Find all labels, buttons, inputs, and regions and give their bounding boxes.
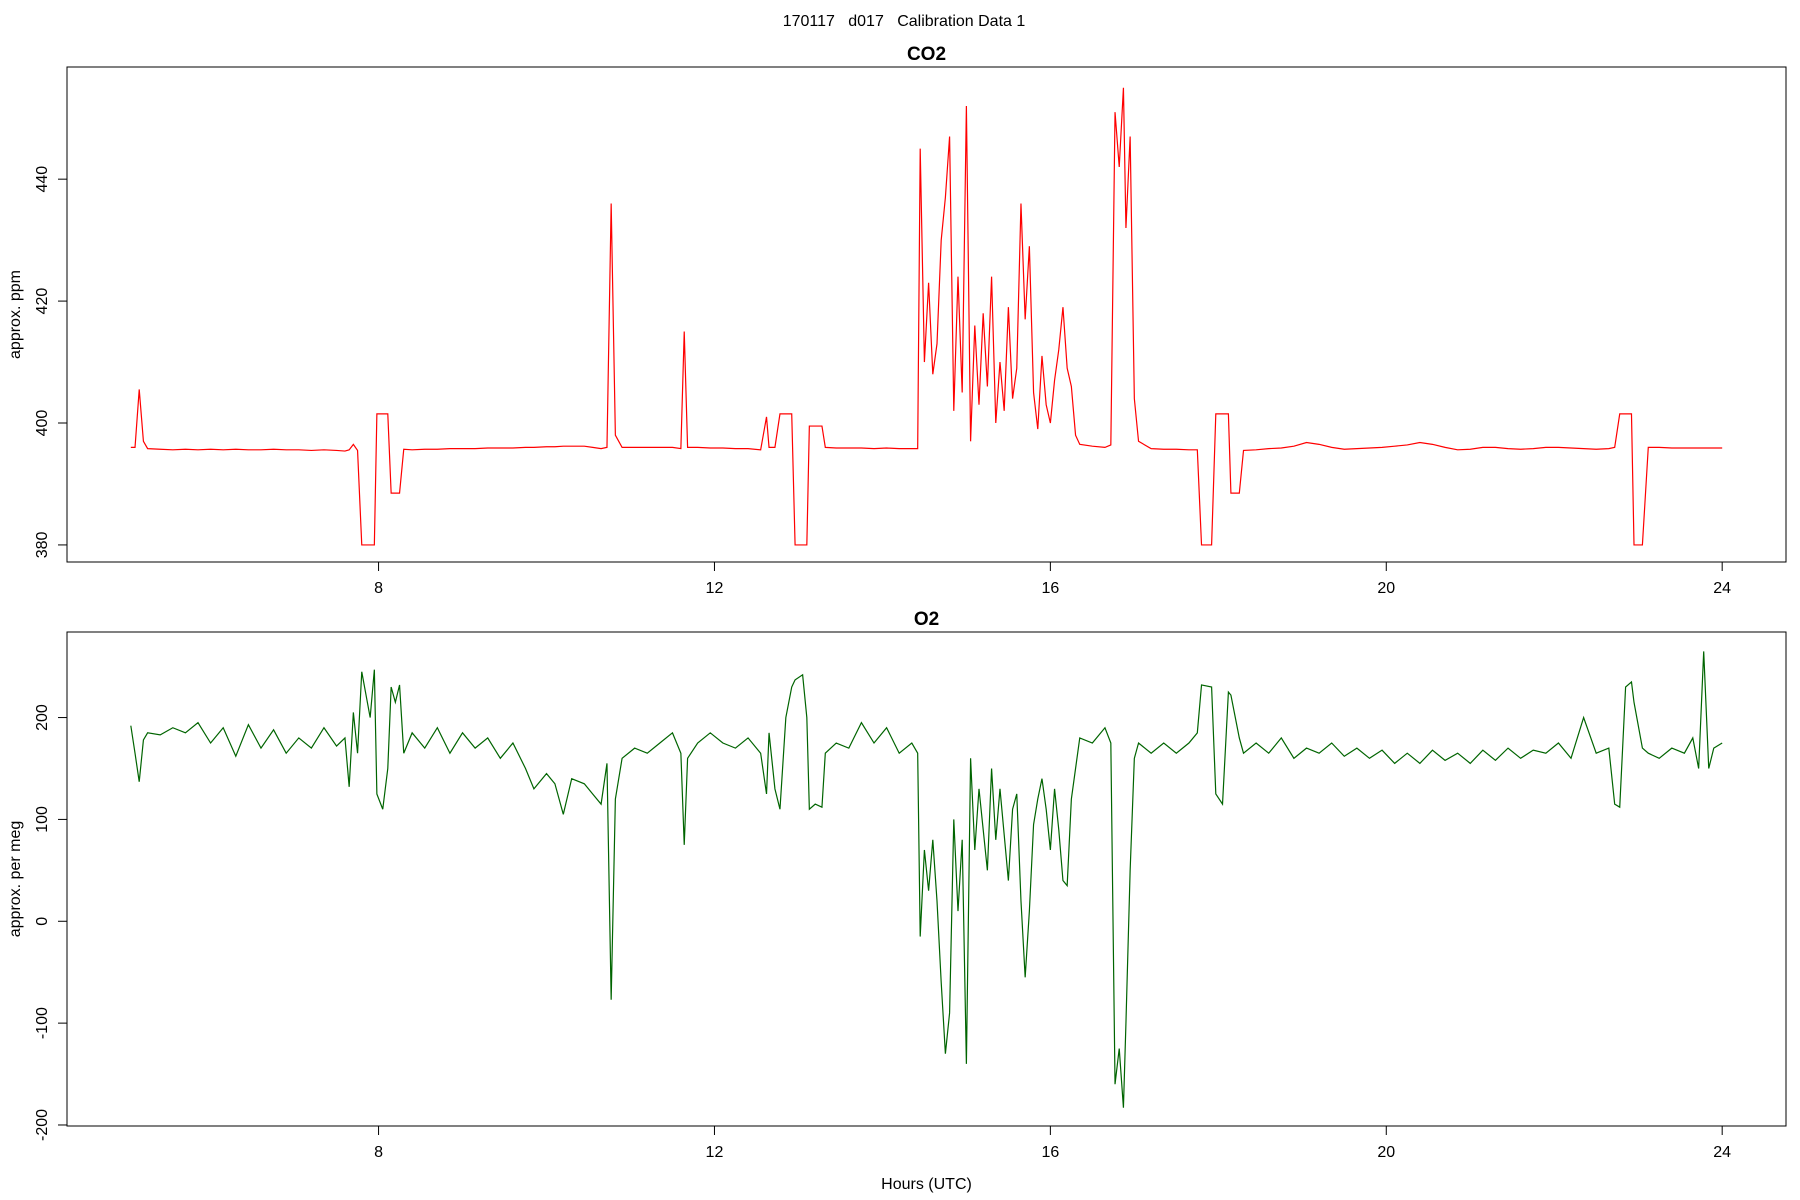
figure-title: 170117 d017 Calibration Data 1 — [783, 13, 1026, 30]
panel-title: CO2 — [907, 44, 946, 65]
y-tick-label: 420 — [34, 288, 51, 315]
x-tick-label: 8 — [374, 1144, 383, 1161]
plot-box — [66, 66, 1787, 563]
x-tick-label: 8 — [374, 580, 383, 597]
x-tick-label: 20 — [1377, 580, 1395, 597]
y-axis-label: approx. ppm — [7, 270, 24, 359]
y-axis-label: approx. per meg — [7, 821, 24, 938]
y-tick-label: 100 — [34, 806, 51, 833]
x-tick-label: 12 — [706, 580, 724, 597]
x-tick-label: 16 — [1041, 580, 1059, 597]
x-tick-label: 24 — [1713, 1144, 1731, 1161]
y-tick-label: -100 — [34, 1007, 51, 1039]
x-tick-label: 20 — [1377, 1144, 1395, 1161]
y-tick-label: 0 — [34, 917, 51, 926]
y-tick-label: 440 — [34, 166, 51, 193]
y-tick-label: 380 — [34, 531, 51, 558]
y-tick-label: 400 — [34, 410, 51, 437]
data-line — [130, 651, 1723, 1108]
panel-title: O2 — [914, 609, 939, 630]
y-tick-label: 200 — [34, 704, 51, 731]
plot-box — [66, 631, 1787, 1127]
x-axis-label: Hours (UTC) — [881, 1176, 972, 1193]
x-tick-label: 16 — [1041, 1144, 1059, 1161]
y-tick-label: -200 — [34, 1109, 51, 1141]
x-tick-label: 24 — [1713, 580, 1731, 597]
data-line — [130, 87, 1723, 546]
x-tick-label: 12 — [706, 1144, 724, 1161]
